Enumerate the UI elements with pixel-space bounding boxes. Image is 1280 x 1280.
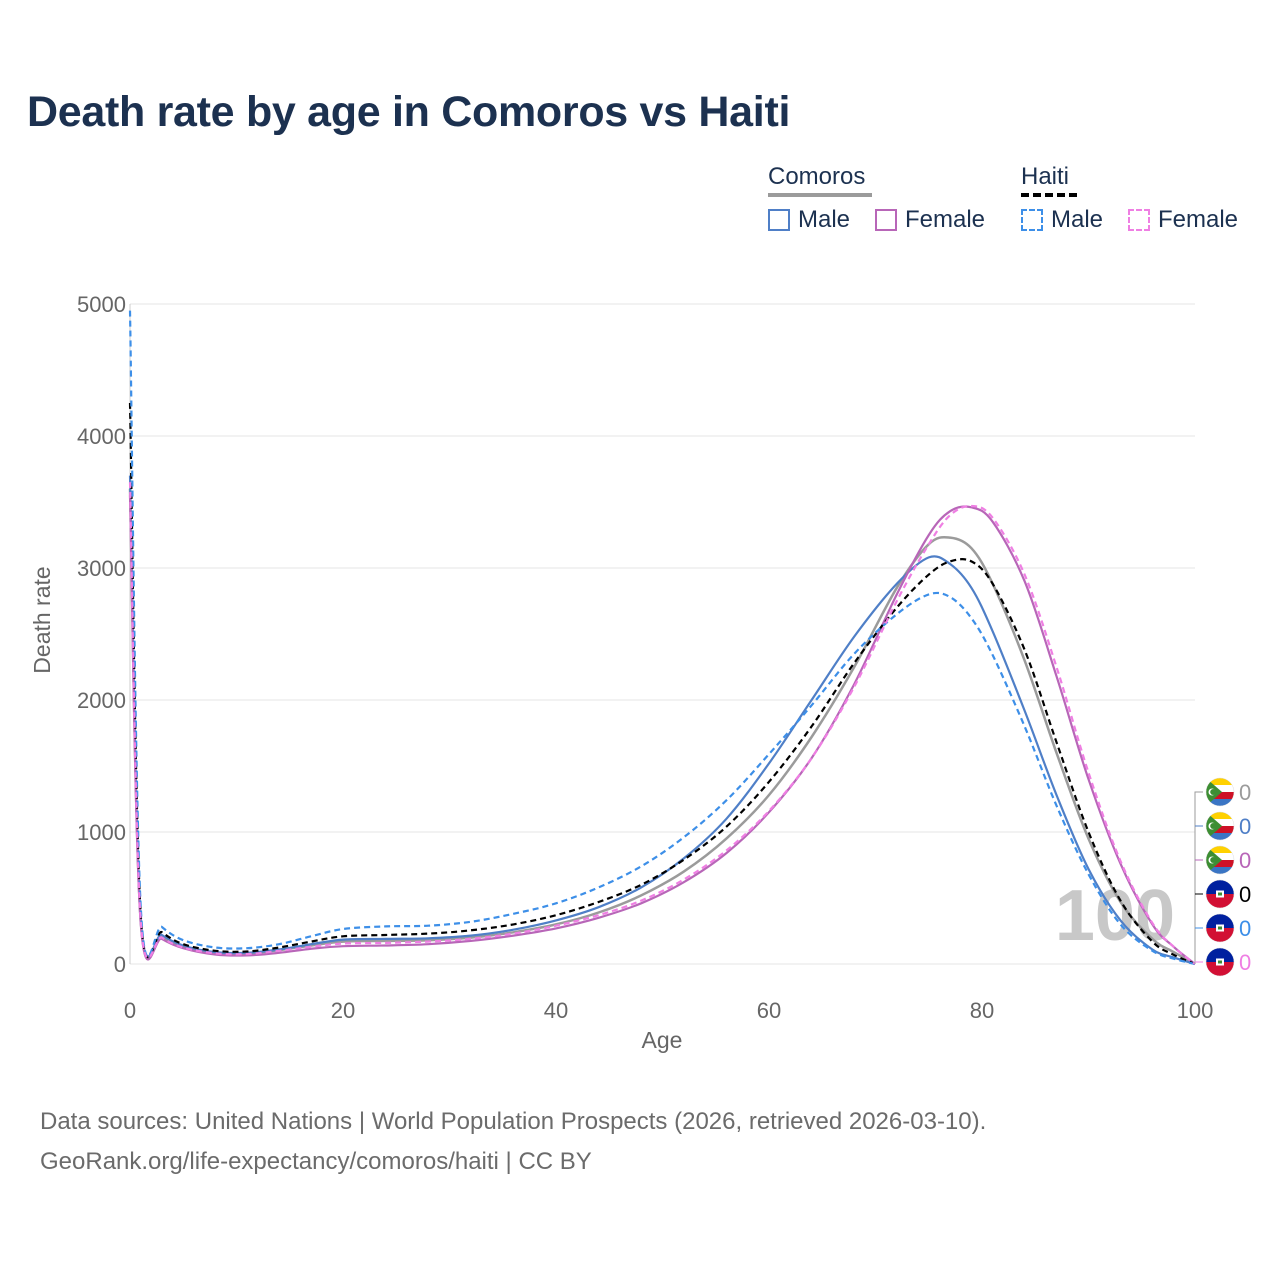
end-label-value: 0 xyxy=(1239,814,1251,839)
legend-group-comoros-title: Comoros xyxy=(768,163,866,190)
legend-label-comoros-female: Female xyxy=(905,206,986,233)
series-line-haiti-male xyxy=(128,310,1196,966)
x-ticks: 0 20 40 60 80 100 xyxy=(124,998,1213,1023)
x-tick-label: 80 xyxy=(970,998,994,1023)
grid xyxy=(129,303,1195,965)
end-label-value: 0 xyxy=(1239,950,1251,975)
footer-url: GeoRank.org/life-expectancy/comoros/hait… xyxy=(40,1148,592,1175)
comoros-flag-icon xyxy=(1205,811,1235,841)
legend-item-haiti-female[interactable]: Female xyxy=(1128,206,1238,234)
legend-item-haiti-male[interactable]: Male xyxy=(1021,206,1103,234)
legend-label-haiti-female: Female xyxy=(1158,206,1239,233)
end-label-value: 0 xyxy=(1239,916,1251,941)
legend-swatch-comoros-female xyxy=(875,209,897,231)
end-label-value: 0 xyxy=(1239,882,1251,907)
y-tick-label: 3000 xyxy=(77,556,126,581)
y-ticks: 0 1000 2000 3000 4000 5000 xyxy=(77,292,126,977)
end-label-value: 0 xyxy=(1239,848,1251,873)
legend-group-comoros-line xyxy=(768,193,872,197)
haiti-flag-icon xyxy=(1205,913,1235,943)
comoros-flag-icon xyxy=(1205,777,1235,807)
series-line-haiti-total xyxy=(128,402,1196,966)
x-axis-label: Age xyxy=(642,1027,683,1053)
legend-group-haiti-line xyxy=(1021,193,1077,197)
comoros-flag-icon xyxy=(1205,845,1235,875)
x-tick-label: 0 xyxy=(124,998,136,1023)
series-group xyxy=(128,310,1196,966)
legend-swatch-haiti-male xyxy=(1021,209,1043,231)
legend-label-comoros-male: Male xyxy=(798,206,851,233)
y-tick-label: 2000 xyxy=(77,688,126,713)
haiti-flag-icon xyxy=(1205,947,1235,977)
y-axis-label: Death rate xyxy=(29,566,55,673)
x-tick-label: 100 xyxy=(1177,998,1214,1023)
x-tick-label: 20 xyxy=(331,998,355,1023)
series-line-haiti-female xyxy=(128,482,1196,965)
y-tick-label: 4000 xyxy=(77,424,126,449)
y-tick-label: 5000 xyxy=(77,292,126,317)
series-line-comoros-female xyxy=(128,495,1196,965)
haiti-flag-icon xyxy=(1205,879,1235,909)
y-tick-label: 1000 xyxy=(77,820,126,845)
x-tick-label: 40 xyxy=(544,998,568,1023)
legend-label-haiti-male: Male xyxy=(1051,206,1104,233)
y-tick-label: 0 xyxy=(114,952,126,977)
end-label-connector xyxy=(1194,791,1201,964)
legend-swatch-haiti-female xyxy=(1128,209,1150,231)
x-tick-label: 60 xyxy=(757,998,781,1023)
legend-item-comoros-female[interactable]: Female xyxy=(875,206,985,234)
chart-title: Death rate by age in Comoros vs Haiti xyxy=(27,88,791,136)
footer-sources: Data sources: United Nations | World Pop… xyxy=(40,1108,987,1135)
end-labels: 0 0 0 0 0 0 xyxy=(1194,777,1251,977)
end-label-value: 0 xyxy=(1239,780,1251,805)
legend-swatch-comoros-male xyxy=(768,209,790,231)
legend-group-haiti-title: Haiti xyxy=(1021,163,1070,190)
legend-item-comoros-male[interactable]: Male xyxy=(768,206,850,234)
